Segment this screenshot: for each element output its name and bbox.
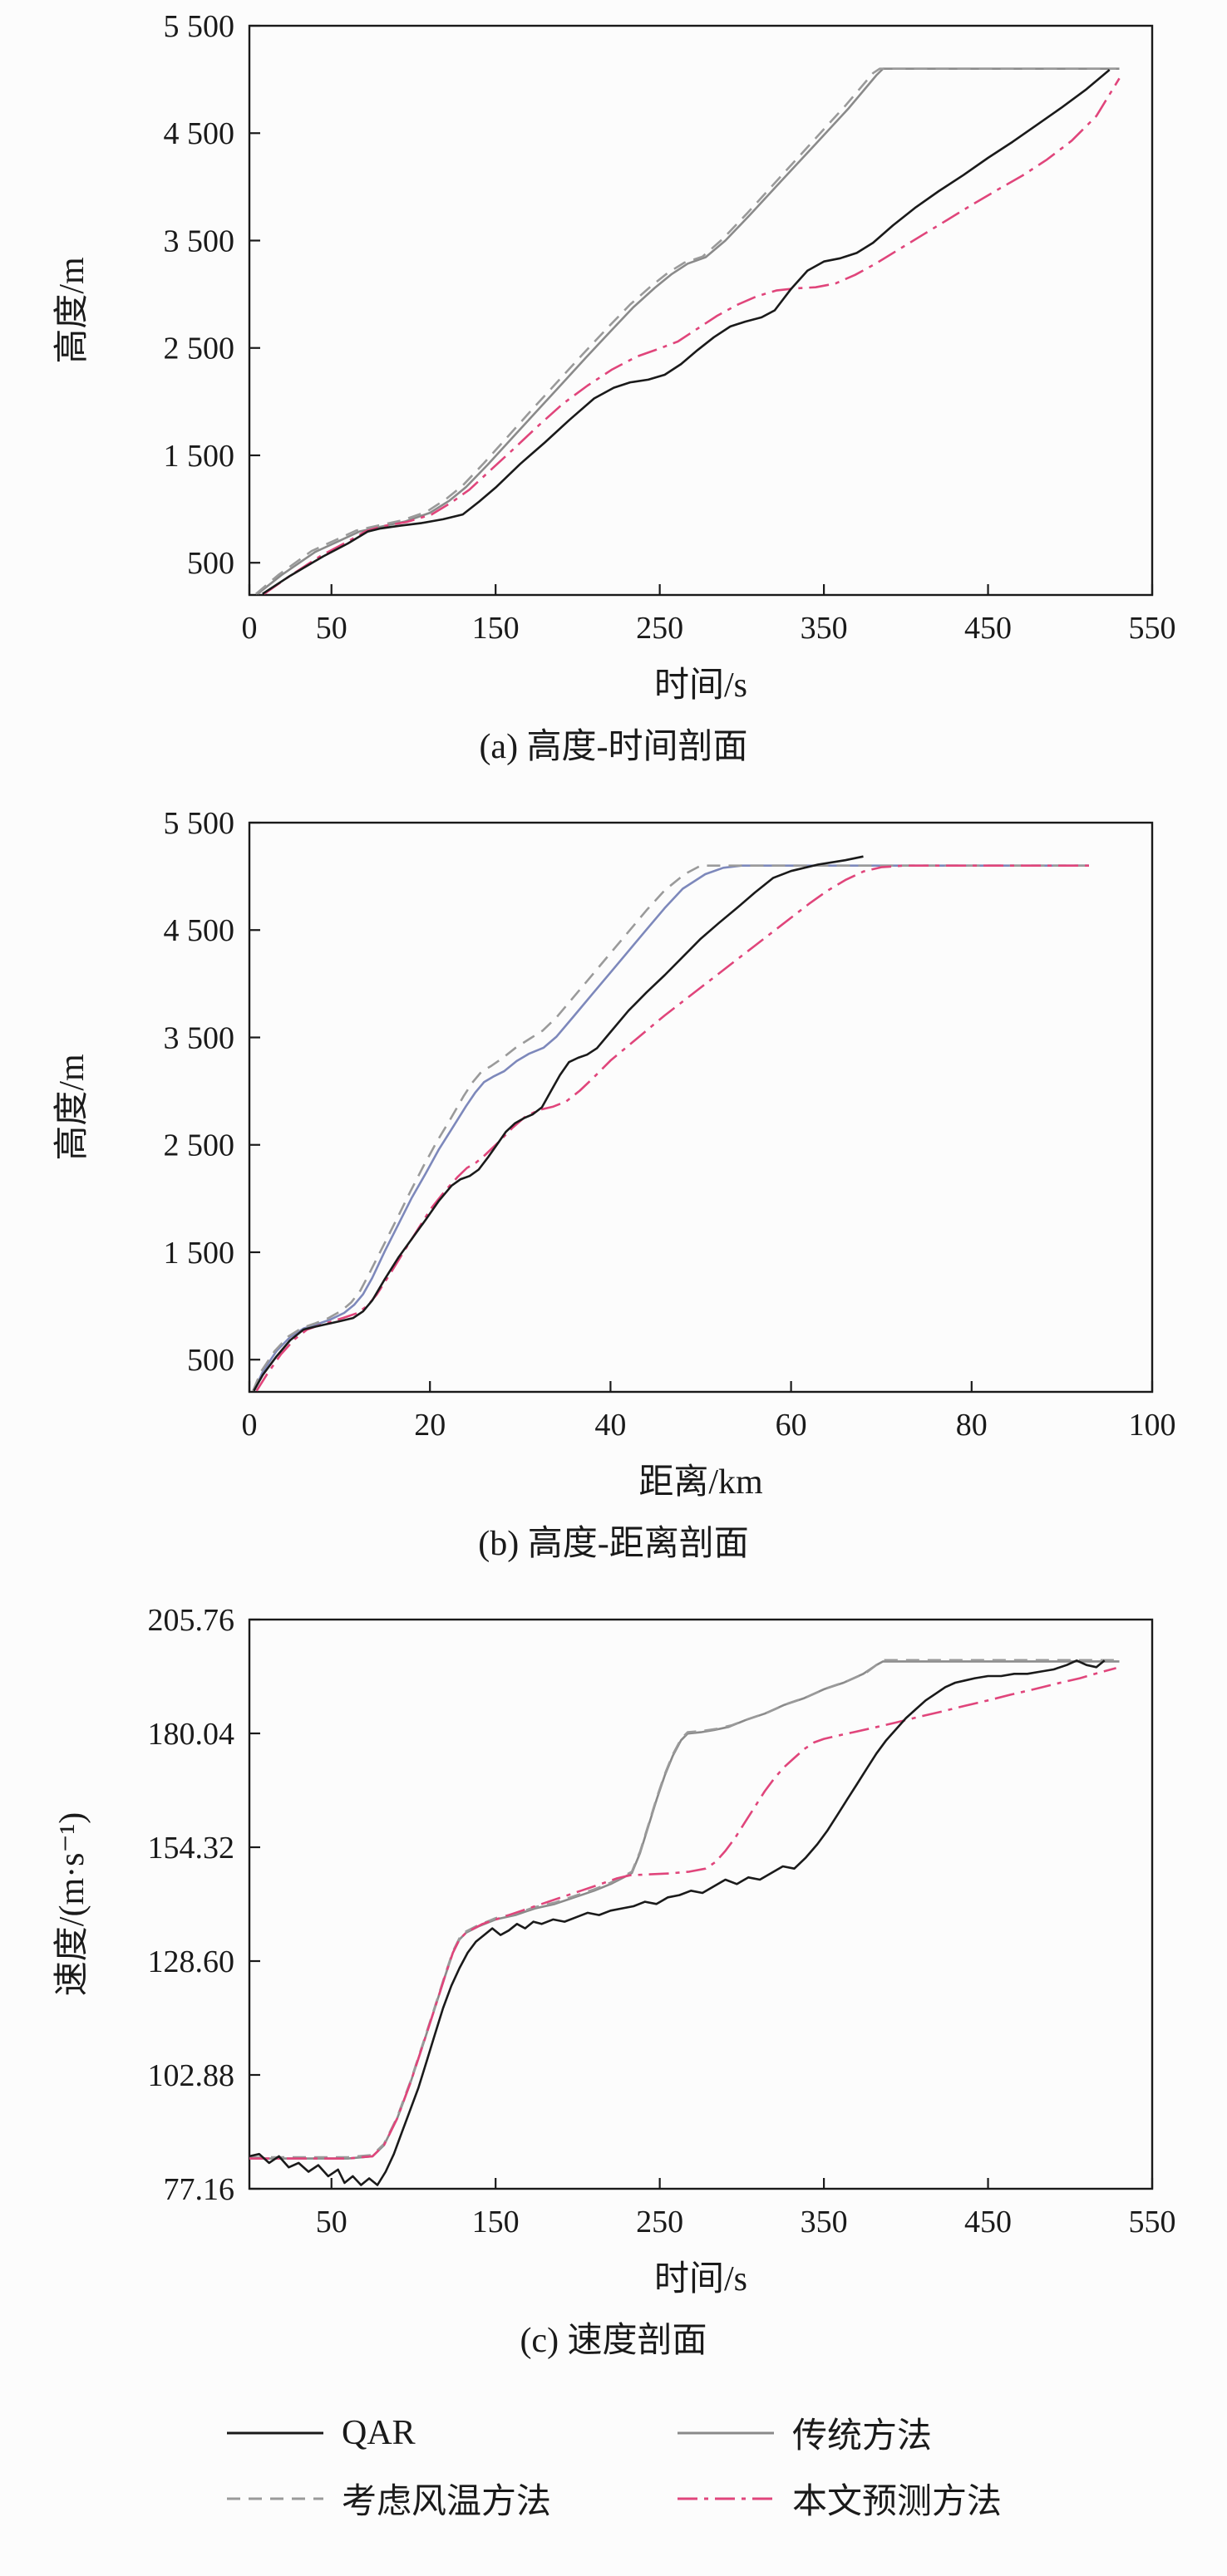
series-traditional: [257, 67, 1120, 595]
y-tick-label: 500: [187, 1343, 234, 1378]
legend-line-sample-wind-temp: [226, 2497, 323, 2500]
x-tick-label: 450: [964, 611, 1012, 646]
x-tick-label: 40: [594, 1408, 626, 1443]
y-tick-label: 4 500: [164, 116, 235, 151]
series-qar: [262, 69, 1111, 595]
x-tick-label: 150: [472, 2205, 520, 2239]
legend-item-wind-temp: 考虑风温方法: [225, 2473, 551, 2524]
y-axis-label: 速度/(m·s⁻¹): [53, 1812, 91, 1996]
y-tick-label: 128.60: [148, 1944, 235, 1979]
x-tick-label: 60: [776, 1408, 807, 1443]
y-tick-label: 3 500: [164, 224, 235, 258]
y-tick-label: 5 500: [164, 806, 235, 841]
y-tick-label: 2 500: [164, 332, 235, 366]
chart-altitude-distance: 0 20 40 60 80 100 500 1 500 2 500 3 500 4 500 5 500…: [0, 802, 1227, 1566]
y-axis-label: 高度/m: [53, 1054, 91, 1161]
legend-label-wind-temp: 考虑风温方法: [341, 2483, 551, 2521]
y-tick-label: 3 500: [164, 1020, 235, 1055]
x-tick-label: 80: [956, 1408, 988, 1443]
plot-frame: [248, 821, 1154, 1394]
y-tick-label: 1 500: [164, 1236, 235, 1271]
y-tick-label: 205.76: [148, 1603, 235, 1638]
legend-label-traditional: 传统方法: [792, 2417, 933, 2456]
chart-altitude-time: 0 50 150 250 350 450 550 500 1 500 2 500 3 500 4 50…: [0, 5, 1227, 769]
x-axis-label: 时间/s: [654, 666, 747, 705]
x-tick-label: 350: [801, 2205, 848, 2239]
series-traditional: [253, 864, 1089, 1392]
plot-frame: [248, 1618, 1154, 2190]
x-tick-label: 250: [636, 2205, 683, 2239]
series-traditional: [249, 1660, 1120, 2160]
series-wind-temp: [255, 67, 1116, 595]
x-axis-label: 距离/km: [638, 1463, 763, 1502]
series-proposed: [264, 77, 1121, 595]
y-tick-label: 1 500: [164, 439, 235, 474]
x-tick-label: 250: [636, 611, 683, 646]
y-tick-label: 180.04: [148, 1717, 235, 1752]
legend-item-qar: QAR: [225, 2407, 551, 2458]
x-axis-label: 时间/s: [654, 2260, 747, 2298]
series-qar: [253, 855, 864, 1392]
legend-line-sample-traditional: [678, 2431, 774, 2434]
series-qar: [249, 1659, 1106, 2186]
legend-item-proposed: 本文预测方法: [676, 2473, 1002, 2524]
plot-frame: [248, 24, 1154, 597]
chart-speed-profile-caption: (c) 速度剖面: [520, 2322, 707, 2360]
series-wind-temp: [252, 864, 1089, 1392]
y-tick-label: 4 500: [164, 913, 235, 948]
x-tick-label: 150: [472, 611, 520, 646]
y-tick-label: 500: [187, 546, 234, 581]
series-proposed: [255, 864, 1089, 1392]
x-tick-label: 50: [316, 2205, 347, 2239]
x-tick-label: 450: [964, 2205, 1012, 2239]
x-tick-label: 100: [1129, 1408, 1176, 1443]
y-tick-label: 77.16: [164, 2172, 235, 2207]
y-tick-label: 5 500: [164, 9, 235, 44]
chart-speed-profile-canvas: 50 150 250 350 450 550 77.16 102.88 128.60 154.32…: [53, 1603, 1176, 2298]
x-tick-label: 350: [801, 611, 848, 646]
y-tick-label: 102.88: [148, 2058, 235, 2093]
legend-line-sample-qar: [226, 2431, 323, 2434]
chart-altitude-time-canvas: 0 50 150 250 350 450 550 500 1 500 2 500 3 500 4 50…: [53, 9, 1176, 705]
chart-altitude-distance-caption: (b) 高度-距离剖面: [478, 1525, 749, 1563]
y-tick-label: 154.32: [148, 1831, 235, 1866]
legend-label-qar: QAR: [341, 2413, 416, 2452]
series-wind-temp: [249, 1659, 1120, 2159]
x-tick-label: 550: [1129, 611, 1176, 646]
chart-altitude-time-caption: (a) 高度-时间剖面: [479, 728, 748, 766]
chart-speed-profile: 50 150 250 350 450 550 77.16 102.88 128.60 154.32…: [0, 1599, 1227, 2362]
legend-line-sample-proposed: [678, 2497, 774, 2500]
x-tick-label: 0: [242, 611, 258, 646]
legend-item-traditional: 传统方法: [676, 2407, 1002, 2458]
chart-altitude-distance-canvas: 0 20 40 60 80 100 500 1 500 2 500 3 500 4 500 5 500…: [53, 806, 1176, 1502]
x-tick-label: 0: [242, 1408, 258, 1443]
legend-label-proposed: 本文预测方法: [792, 2483, 1003, 2521]
y-tick-label: 2 500: [164, 1128, 235, 1163]
series-proposed: [249, 1667, 1116, 2160]
x-tick-label: 50: [316, 611, 347, 646]
x-tick-label: 550: [1129, 2205, 1176, 2239]
y-axis-label: 高度/m: [53, 257, 91, 364]
legend: QAR 传统方法考虑风温方法 本文预测方法: [225, 2407, 1002, 2524]
x-tick-label: 20: [414, 1408, 446, 1443]
